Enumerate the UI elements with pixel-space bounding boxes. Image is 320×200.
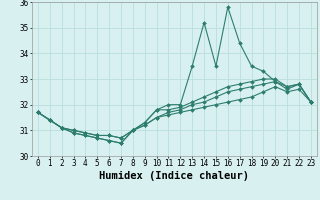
X-axis label: Humidex (Indice chaleur): Humidex (Indice chaleur) xyxy=(100,171,249,181)
